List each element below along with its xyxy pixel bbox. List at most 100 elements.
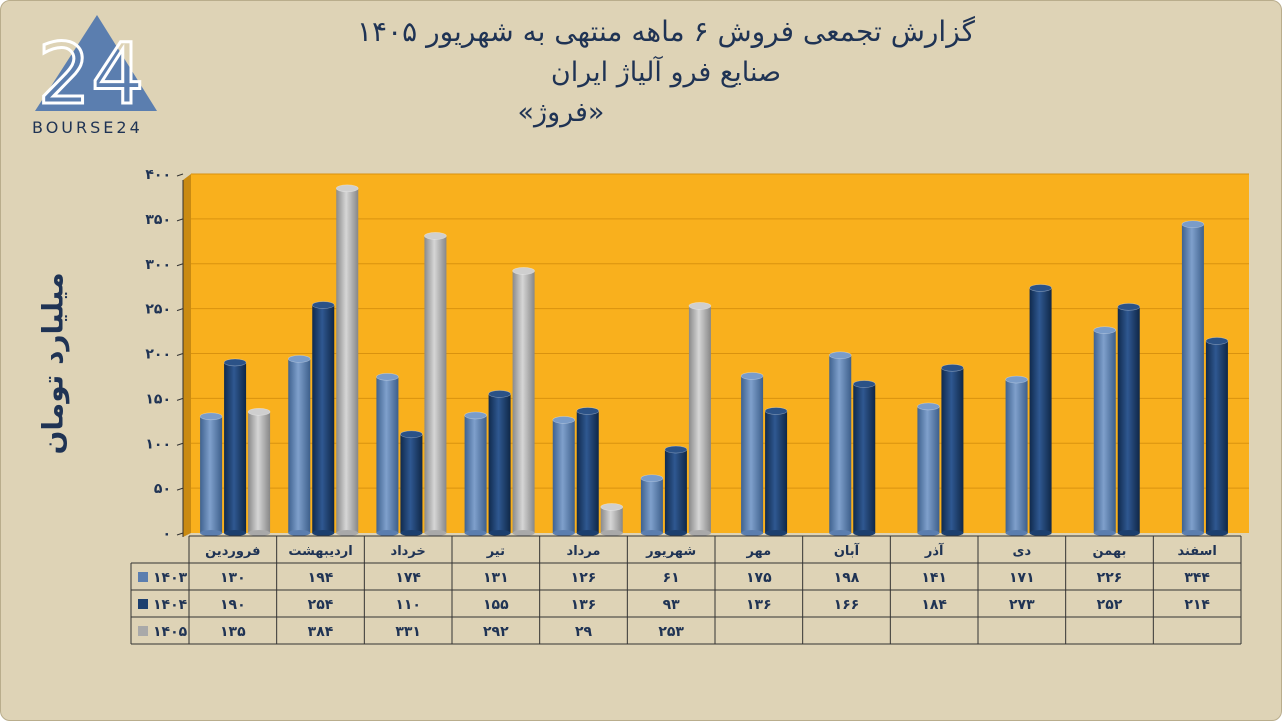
logo-triangle (35, 15, 157, 111)
bar (1005, 375, 1028, 536)
bar-base (200, 530, 223, 536)
bar-base (288, 530, 311, 536)
data-label: ۱۲۶ (571, 570, 597, 586)
data-label: ۱۳۱ (483, 570, 509, 586)
bar-body (741, 375, 764, 533)
bar-top (576, 407, 600, 415)
bar (600, 503, 624, 536)
y-tick-mark (176, 173, 184, 177)
y-tick-label: ۳۵۰ (145, 212, 171, 228)
data-label: ۲۵۴ (308, 597, 334, 613)
data-label: ۱۵۵ (483, 597, 509, 613)
bar-top (464, 411, 487, 420)
y-tick-mark (176, 487, 184, 491)
bar-top (199, 412, 223, 421)
category-label: مرداد (567, 544, 601, 559)
bar-top (1117, 303, 1141, 311)
bar-body (552, 419, 575, 533)
bar-base (1005, 530, 1028, 536)
y-tick-label: ۲۰۰ (145, 347, 171, 363)
bar (1093, 326, 1117, 536)
bar-base (464, 530, 487, 536)
bar-base (853, 530, 876, 536)
data-label: ۱۸۴ (921, 597, 947, 613)
data-label: ۳۸۴ (308, 624, 334, 640)
category-label: فروردین (205, 544, 260, 559)
bar-body (664, 449, 687, 533)
bar (247, 408, 271, 536)
category-label: مهر (745, 544, 771, 559)
data-label: ۱۱۰ (395, 597, 421, 613)
y-tick-label: ۱۰۰ (145, 436, 171, 452)
bar-base (688, 530, 711, 536)
data-label: ۲۹ (575, 624, 593, 640)
bar-top (376, 373, 399, 381)
bar-top (335, 184, 359, 193)
plot-side-wall (183, 174, 191, 537)
bar (464, 411, 487, 536)
bar-body (336, 188, 359, 534)
y-tick-mark (176, 397, 184, 401)
bar-body (400, 434, 423, 533)
logo-text: BOURSE24 (32, 118, 143, 137)
bar-top (852, 380, 876, 388)
bar-body (853, 384, 876, 533)
bar-body (1181, 224, 1204, 533)
bar (512, 267, 535, 536)
bar-body (424, 235, 447, 534)
bar-base (224, 530, 247, 536)
data-label: ۹۳ (663, 597, 681, 613)
chart-subtitle: صنایع فرو آلیاژ ایران (550, 57, 782, 88)
bar-body (1093, 330, 1116, 533)
data-label: ۲۵۲ (1097, 597, 1123, 613)
bar (552, 416, 576, 536)
bar-top (664, 445, 688, 454)
bar (740, 372, 764, 536)
data-label: ۲۷۳ (1009, 597, 1035, 613)
data-label: ۲۹۲ (483, 624, 509, 640)
bar-body (600, 506, 623, 533)
bar (1181, 220, 1205, 536)
bar (287, 355, 311, 536)
bar-body (829, 355, 852, 533)
bar-body (312, 305, 335, 533)
data-label: ۳۳۱ (395, 624, 421, 640)
bar (688, 302, 712, 536)
bar-top (400, 430, 423, 439)
y-tick-mark (176, 353, 184, 356)
bar-top (917, 402, 940, 411)
y-tick-mark (176, 532, 184, 536)
bar-top (1005, 375, 1028, 384)
bar-top (424, 232, 447, 240)
bar-base (664, 530, 687, 536)
bar-top (1093, 326, 1117, 334)
legend-swatch (138, 626, 148, 636)
data-label: ۱۳۵ (220, 624, 246, 640)
bar-base (765, 530, 788, 536)
bar-base (512, 530, 535, 536)
data-label: ۱۴۱ (921, 570, 947, 586)
bar (376, 373, 399, 536)
bar-base (600, 530, 623, 536)
bar-top (640, 474, 664, 483)
bar-body (488, 393, 511, 533)
y-tick-mark (176, 442, 184, 446)
bar-body (1117, 306, 1140, 533)
bar-top (247, 408, 271, 416)
bar-top (1029, 284, 1052, 292)
bar-top (600, 503, 624, 511)
bar (311, 301, 335, 536)
y-tick-mark (176, 308, 184, 312)
category-label: آذر (924, 542, 944, 559)
legend-label: ۱۴۰۵ (153, 624, 188, 640)
bar-body (1205, 340, 1228, 533)
bar-base (1205, 530, 1228, 536)
y-tick-label: ۲۵۰ (145, 302, 171, 318)
bar-base (1117, 530, 1140, 536)
bar-top (223, 358, 247, 367)
bar-top (488, 390, 511, 398)
bar-body (640, 478, 663, 533)
data-label: ۱۹۰ (220, 597, 246, 613)
legend-label: ۱۴۰۴ (153, 597, 188, 613)
